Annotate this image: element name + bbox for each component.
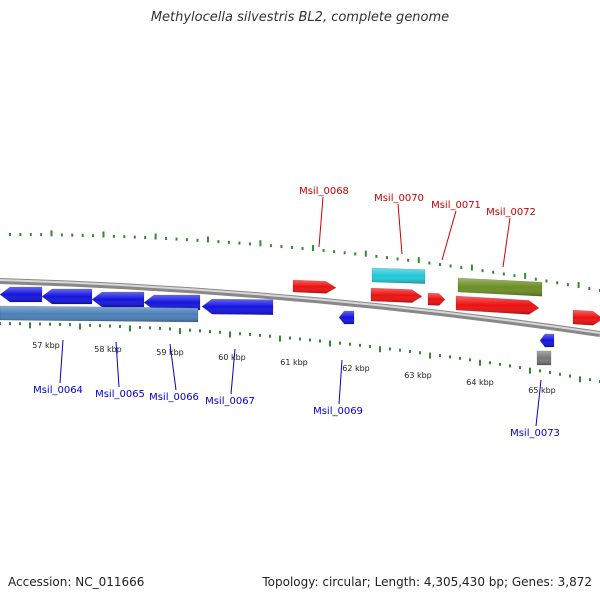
ruler-tick-label: 62 kbp <box>342 364 370 373</box>
gene-feature-g71 <box>427 292 446 306</box>
gene-labels: Msil_0068 Msil_0070 Msil_0071 Msil_0072 Msil… <box>33 186 560 439</box>
label-leader-line <box>502 217 511 268</box>
gene-label-g67: Msil_0067 <box>205 396 255 407</box>
gene-features <box>0 267 600 366</box>
gene-label-g66: Msil_0066 <box>149 392 199 403</box>
genome-backbone-highlight <box>0 279 600 334</box>
page-title: Methylocella silvestris BL2, complete ge… <box>150 10 450 25</box>
ruler-tick-label: 57 kbp <box>32 341 60 350</box>
ruler-tick-label: 59 kbp <box>156 348 184 357</box>
gene-feature-g64 <box>0 286 43 303</box>
gene-label-g64: Msil_0064 <box>33 385 83 396</box>
genome-backbone <box>0 278 600 337</box>
ruler-labels: 57 kbp 58 kbp 59 kbp 60 kbp 61 kbp 62 kbp 63 k… <box>32 341 556 395</box>
gene-feature-gpseudo <box>536 350 552 366</box>
gene-feature-g72b <box>455 295 540 315</box>
label-leader-line <box>397 203 403 255</box>
label-leader-line <box>535 379 542 427</box>
gene-arrow-shading <box>0 287 42 302</box>
gene-arrow-shading <box>92 292 144 307</box>
gene-label-g69: Msil_0069 <box>313 406 363 417</box>
label-leader-line <box>59 339 64 384</box>
label-leader-line <box>318 196 324 248</box>
gene-arrow-shading <box>573 310 600 326</box>
gene-feature-gRNA <box>0 305 199 323</box>
gene-feature-g65 <box>41 288 93 305</box>
gene-arrow-shading <box>202 299 273 315</box>
outer-tick-track <box>9 230 600 292</box>
gene-box-shading <box>458 278 542 297</box>
ruler-tick-label: 61 kbp <box>280 358 308 367</box>
gene-feature-g70b <box>370 287 423 303</box>
gene-arrow-shading <box>42 289 92 304</box>
label-leader-line <box>441 210 457 261</box>
gene-label-g68: Msil_0068 <box>299 186 349 197</box>
gene-label-g72: Msil_0072 <box>486 207 536 218</box>
ruler-tick-label: 65 kbp <box>528 386 556 395</box>
gene-arrow-shading <box>428 293 445 306</box>
gene-feature-g74 <box>572 309 600 326</box>
gene-label-g73: Msil_0073 <box>510 428 560 439</box>
accession-text: Accession: NC_011666 <box>8 575 145 589</box>
gene-label-g65: Msil_0065 <box>95 389 145 400</box>
inner-tick-track <box>0 322 600 383</box>
gene-box-shading <box>372 268 425 284</box>
gene-feature-g69 <box>201 298 274 315</box>
label-leader-line <box>230 348 236 395</box>
gene-feature-g68 <box>292 279 337 294</box>
gene-feature-g73 <box>539 333 555 348</box>
gene-box-shading <box>537 351 551 365</box>
gene-label-g71: Msil_0071 <box>431 200 481 211</box>
gene-arrow-shading <box>371 288 422 303</box>
label-leader-line <box>115 341 120 388</box>
ruler-tick-label: 64 kbp <box>466 378 494 387</box>
gene-label-g70: Msil_0070 <box>374 193 424 204</box>
genome-summary-text: Topology: circular; Length: 4,305,430 bp… <box>262 575 592 589</box>
gene-feature-small-reverse <box>338 310 355 325</box>
gene-arrow-shading <box>456 296 539 315</box>
ruler-tick-label: 58 kbp <box>94 345 122 354</box>
gene-feature-g67 <box>143 294 201 311</box>
gene-feature-g70 <box>371 267 426 284</box>
gene-arrow-shading <box>144 295 200 310</box>
ruler-tick-label: 63 kbp <box>404 371 432 380</box>
label-leaders <box>59 196 542 427</box>
gene-feature-g66 <box>91 291 145 308</box>
label-leader-line <box>338 359 343 405</box>
gene-arrow-shading <box>339 311 354 324</box>
label-leader-line <box>169 343 177 391</box>
gene-arrow-shading <box>293 280 336 294</box>
gene-box-shading <box>0 306 198 322</box>
gene-arrow-shading <box>540 334 554 347</box>
ruler-tick-label: 60 kbp <box>218 353 246 362</box>
gene-feature-g72 <box>457 277 543 297</box>
